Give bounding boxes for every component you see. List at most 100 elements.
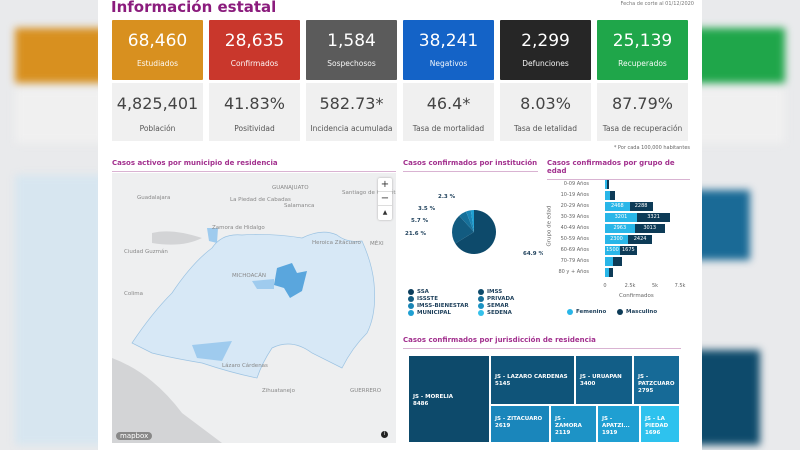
card-sospechosos: 1,584 Sospechosos	[306, 20, 397, 80]
bar-femenino[interactable]	[605, 191, 610, 200]
zoom-in-button[interactable]: +	[378, 178, 392, 192]
legend-item[interactable]: ISSSTE	[408, 296, 438, 302]
age-category-label: 0-09 Años	[563, 181, 589, 187]
age-section-title: Casos confirmados por grupo de edad	[547, 159, 690, 180]
legend-swatch	[478, 303, 484, 309]
legend-item[interactable]: MUNICIPAL	[408, 310, 451, 316]
legend-label: MUNICIPAL	[417, 310, 451, 316]
treemap-value: 2795	[638, 388, 654, 395]
pie-slice[interactable]	[470, 210, 474, 232]
legend-label: SSA	[417, 289, 429, 295]
legend-item[interactable]: PRIVADA	[478, 296, 514, 302]
treemap-value: 5145	[495, 381, 511, 388]
treemap-name: JS - LA PIEDAD	[645, 416, 669, 430]
bar-femenino[interactable]: 1500	[605, 246, 620, 255]
pie-slice[interactable]	[459, 211, 474, 232]
pie-label: 5.7 %	[411, 218, 429, 224]
map-label: Salamanca	[284, 203, 315, 209]
stat-card: 41.83% Positividad	[209, 83, 300, 141]
institution-section-title: Casos confirmados por institución	[403, 159, 538, 172]
bar-femenino[interactable]	[605, 180, 607, 189]
card-value: 1,584	[327, 31, 376, 51]
treemap-cell[interactable]: JS - PATZCUARO 2795	[633, 355, 680, 405]
card-label: Negativos	[429, 59, 468, 68]
stat-value: 87.79%	[611, 94, 673, 113]
bar-masculino[interactable]: 1675	[620, 246, 637, 255]
card-confirmados: 28,635 Confirmados	[209, 20, 300, 80]
bar-femenino[interactable]: 2468	[605, 202, 630, 211]
legend-swatch	[567, 309, 573, 315]
treemap-name: JS - APATZI...	[602, 416, 630, 430]
bar-masculino[interactable]: 2288	[629, 202, 653, 211]
michoacan-state	[131, 231, 376, 379]
age-bar-chart: Grupo de edad 0-09 Años 10-19 Años 20-29 Añ…	[546, 178, 692, 318]
stat-card: 8.03% Tasa de letalidad	[500, 83, 591, 141]
legend-label: Masculino	[626, 309, 658, 315]
info-icon[interactable]: i	[381, 431, 388, 438]
zoom-out-button[interactable]: −	[378, 192, 392, 206]
legend-item[interactable]: Femenino	[567, 309, 606, 315]
bar-femenino[interactable]: 2300	[605, 235, 628, 244]
legend-label: IMSS	[487, 289, 503, 295]
pie-label: 3.5 %	[418, 206, 436, 212]
treemap-cell[interactable]: JS - MORELIA 8486	[408, 355, 490, 443]
footnote: * Por cada 100,000 habitantes	[613, 145, 690, 151]
bar-masculino[interactable]: 2424	[628, 235, 653, 244]
bar-masculino[interactable]	[613, 257, 623, 266]
bar-femenino[interactable]: 2963	[605, 224, 635, 233]
treemap-value: 1696	[645, 430, 661, 437]
legend-swatch	[617, 309, 623, 315]
map-label: Zamora de Hidalgo	[212, 225, 265, 231]
card-value: 25,139	[612, 31, 673, 51]
legend-item[interactable]: Masculino	[617, 309, 657, 315]
treemap-value: 3400	[580, 381, 596, 388]
bar-masculino[interactable]	[609, 268, 614, 277]
mapbox-logo[interactable]: mapbox	[116, 432, 153, 440]
x-tick-label: 0	[603, 283, 607, 289]
card-value: 68,460	[127, 31, 188, 51]
map-label: Ciudad Guzmán	[124, 249, 168, 255]
treemap-cell[interactable]: JS - LA PIEDAD 1696	[640, 405, 680, 443]
bar-femenino[interactable]: 3201	[605, 213, 637, 222]
legend-item[interactable]: SSA	[408, 289, 429, 295]
legend-item[interactable]: SEDENA	[478, 310, 512, 316]
legend-label: PRIVADA	[487, 296, 515, 302]
legend-item[interactable]: IMSS	[478, 289, 502, 295]
map-section-title: Casos activos por municipio de residenci…	[112, 159, 396, 172]
legend-swatch	[408, 310, 414, 316]
pie-slice[interactable]	[455, 210, 496, 254]
treemap-cell[interactable]: JS - ZITACUARO 2619	[490, 405, 550, 443]
treemap-cell[interactable]: JS - LAZARO CARDENAS 5145	[490, 355, 575, 405]
legend-label: IMSS-BIENESTAR	[417, 303, 469, 309]
legend-item[interactable]: SEMAR	[478, 303, 509, 309]
pie-label: 2.3 %	[438, 194, 456, 200]
card-value: 2,299	[521, 31, 570, 51]
bar-masculino[interactable]	[609, 191, 615, 200]
bar-femenino[interactable]	[605, 257, 613, 266]
bar-masculino[interactable]	[607, 180, 610, 189]
pie-slice[interactable]	[466, 210, 474, 232]
stat-label: Población	[139, 124, 176, 133]
bar-masculino[interactable]: 3013	[634, 224, 665, 233]
treemap-cell[interactable]: JS - URUAPAN 3400	[575, 355, 633, 405]
pie-slice[interactable]	[452, 215, 474, 244]
bar-masculino[interactable]: 3321	[637, 213, 671, 222]
compass-button[interactable]: ▲	[382, 209, 388, 216]
stat-value: 41.83%	[223, 94, 285, 113]
stat-value: 4,825,401	[116, 94, 199, 113]
treemap-name: JS - MORELIA	[413, 394, 454, 400]
legend-item[interactable]: IMSS-BIENESTAR	[408, 303, 469, 309]
x-tick-label: 2.5k	[624, 283, 636, 289]
map-label: Guadalajara	[137, 195, 171, 201]
map-label: La Piedad de Cabadas	[230, 197, 291, 203]
treemap-cell[interactable]: JS - APATZI... 1919	[597, 405, 640, 443]
treemap-name: JS - ZAMORA	[555, 416, 582, 430]
stat-value: 582.73*	[319, 94, 384, 113]
card-label: Sospechosos	[327, 59, 376, 68]
bar-femenino[interactable]	[605, 268, 609, 277]
stat-label: Tasa de letalidad	[513, 124, 578, 133]
treemap-cell[interactable]: JS - ZAMORA 2119	[550, 405, 597, 443]
age-category-label: 20-29 Años	[560, 203, 589, 209]
municipality-map[interactable]: GUANAJUATO Guadalajara Santiago de Queréta…	[112, 173, 396, 443]
map-zoom-controls: + − ▲	[378, 178, 392, 220]
